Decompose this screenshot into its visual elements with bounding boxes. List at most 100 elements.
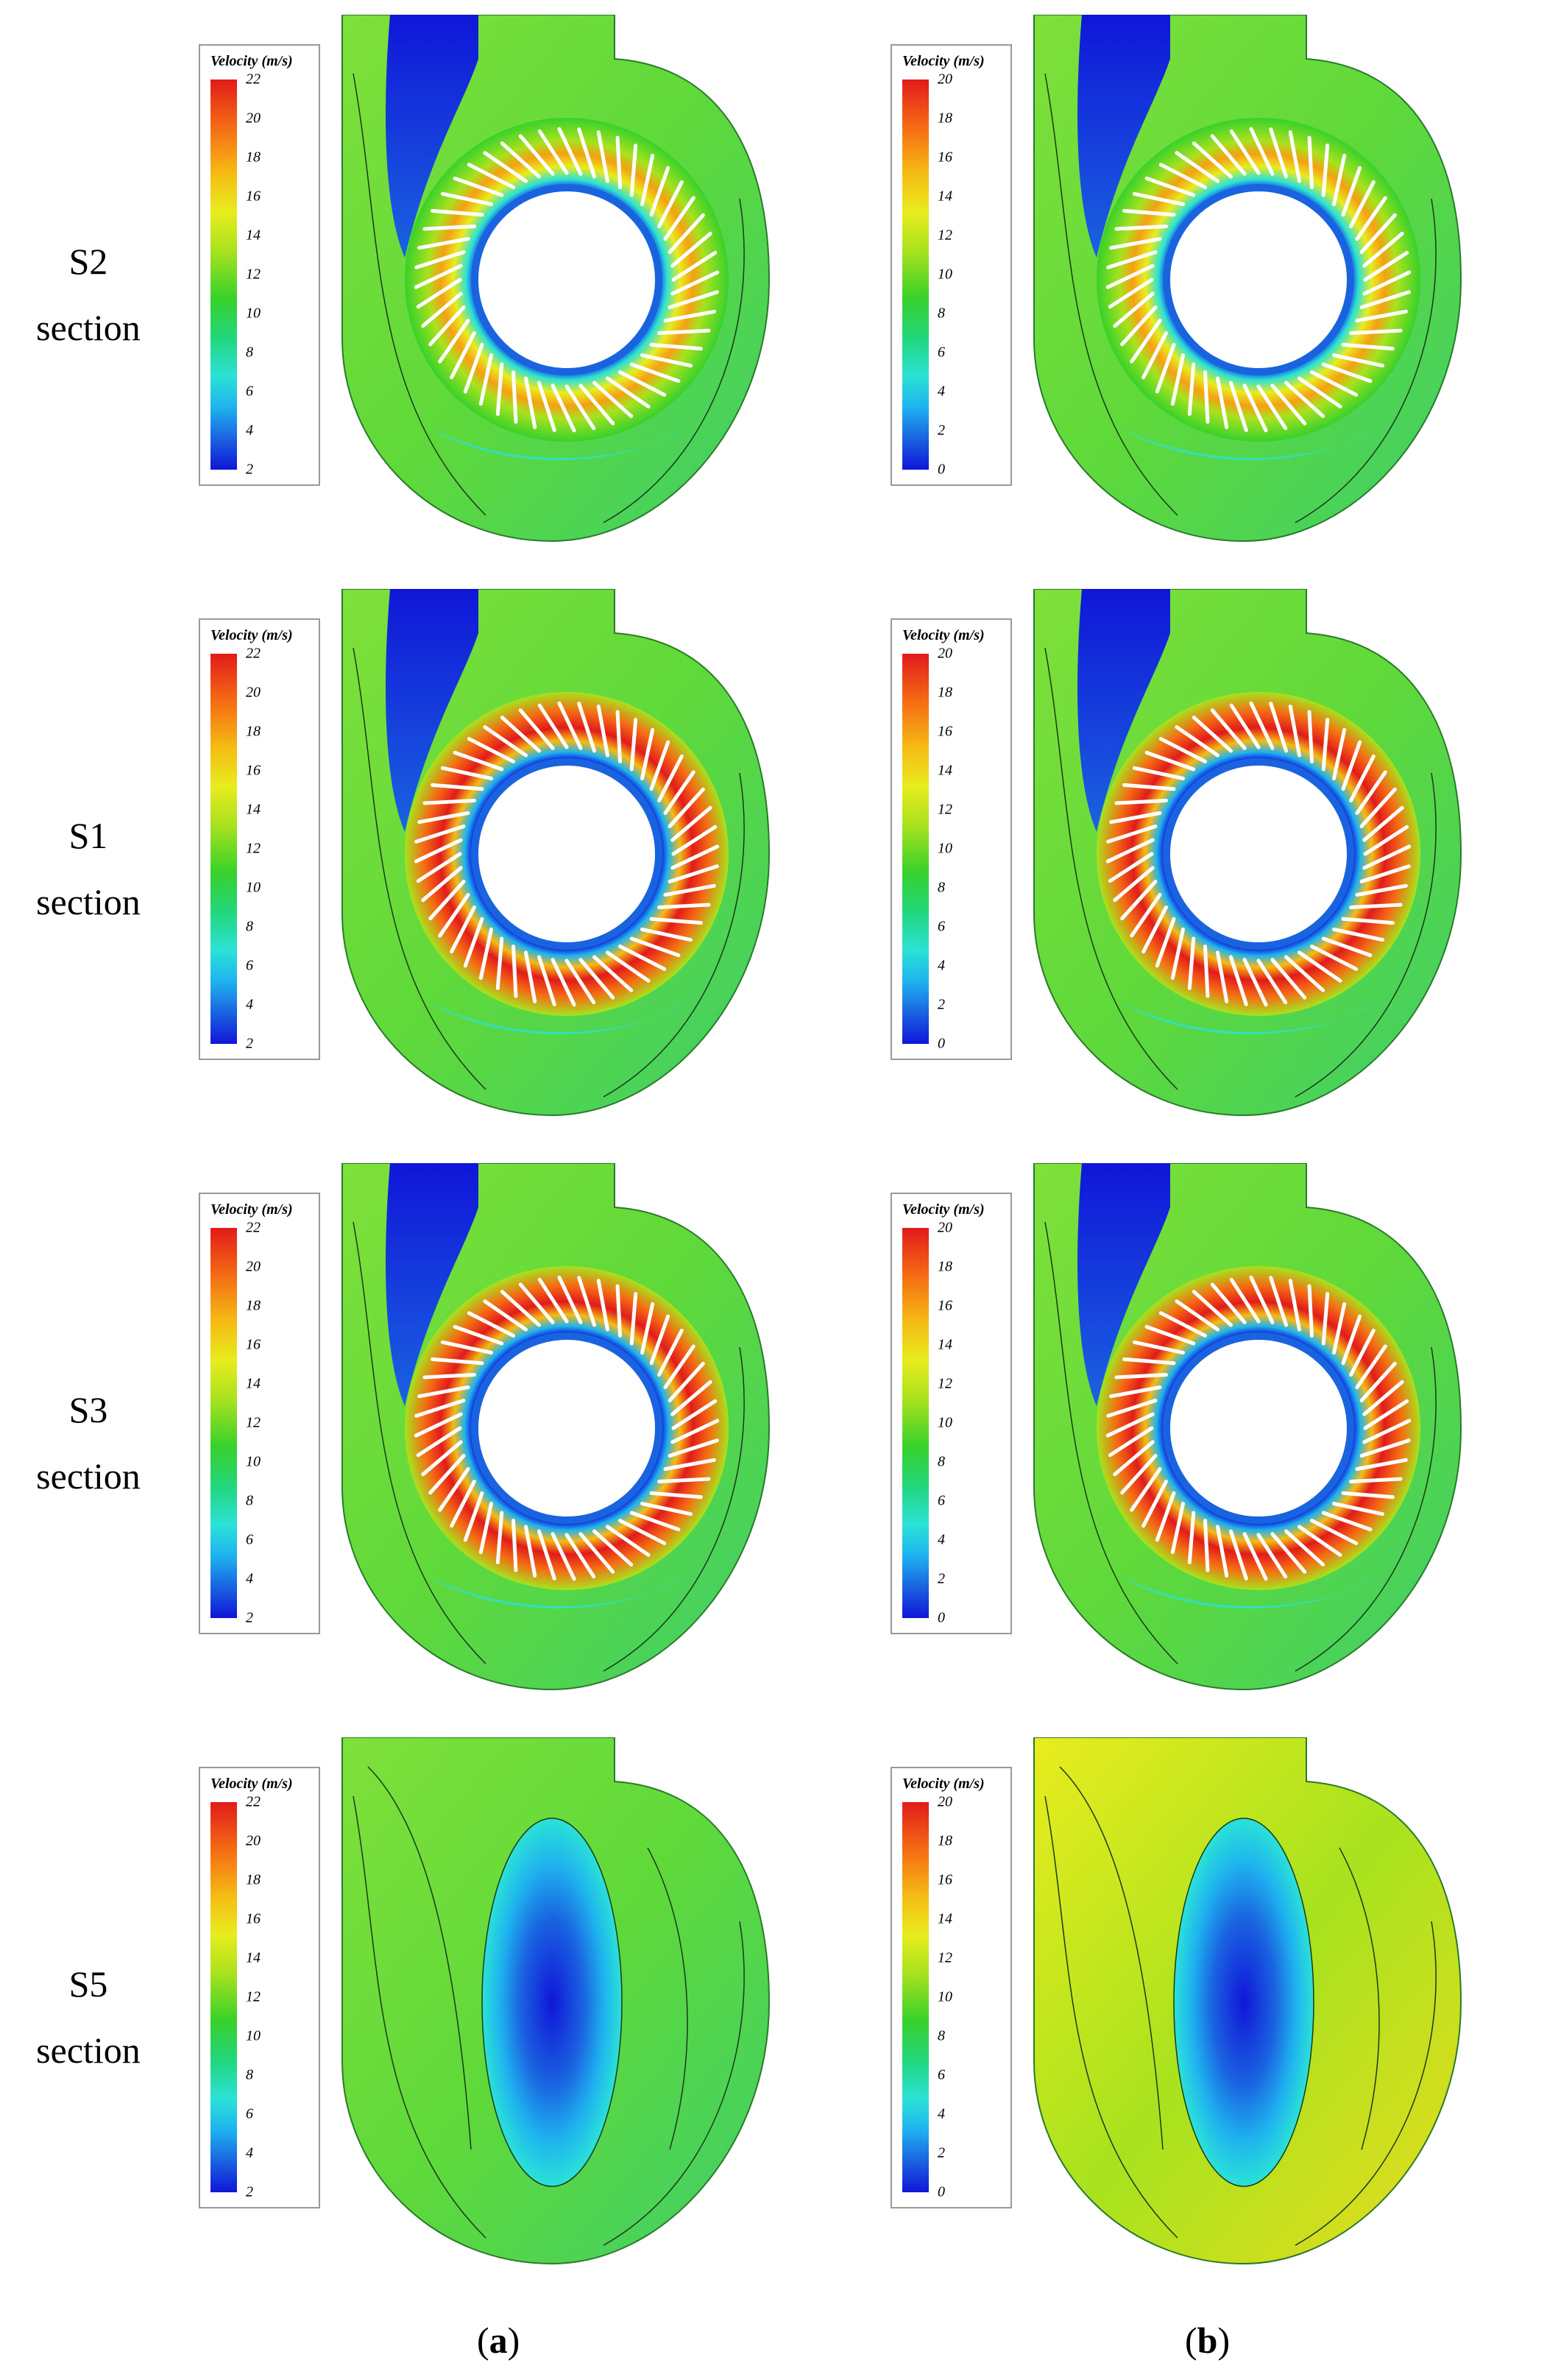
impeller-blade [649, 1314, 670, 1366]
legend-color-bar [210, 1802, 237, 2192]
impeller-blade [1144, 750, 1196, 771]
impeller-blade [557, 127, 583, 176]
velocity-contour-plot [341, 15, 771, 543]
impeller-blade [438, 318, 470, 364]
row-label-s1: S1 section [15, 802, 162, 935]
legend-tick-label: 10 [938, 1414, 952, 1431]
contour-line [1044, 1795, 1437, 2246]
contour-line [353, 1221, 745, 1672]
impeller-blade [663, 1344, 695, 1390]
impeller-blade [414, 1398, 466, 1418]
impeller-blade [1228, 1529, 1248, 1581]
impeller-blade [1349, 754, 1376, 802]
legend-tick-label: 14 [938, 1336, 952, 1353]
impeller-blade [1359, 1361, 1397, 1402]
impeller-blade [657, 1477, 711, 1483]
impeller-blade [605, 1525, 651, 1557]
legend-tick-label: 12 [938, 227, 952, 244]
impeller-blade [1170, 928, 1185, 981]
contour-panel: Velocity (m/s) 22 20 18 16 14 12 10 8 6 4 2 [199, 589, 773, 1119]
velocity-legend: Velocity (m/s) 22 20 18 16 14 12 10 8 6 4 2 [199, 618, 320, 1060]
legend-title: Velocity (m/s) [902, 1776, 985, 1792]
legend-tick-label: 20 [938, 1219, 952, 1236]
impeller-blade [416, 278, 462, 309]
legend-tick-label: 12 [246, 1414, 261, 1431]
impeller-blade [592, 381, 634, 418]
impeller-blade [577, 702, 597, 753]
impeller-blade [1355, 309, 1408, 322]
impeller-blade [640, 1302, 655, 1355]
legend-tick-label: 14 [938, 762, 952, 779]
velocity-legend: Velocity (m/s) 20 18 16 14 12 10 8 6 4 2 0 [891, 44, 1012, 486]
legend-tick-label: 14 [246, 801, 261, 818]
legend-tick-label: 8 [246, 1492, 253, 1509]
hub-hole [1163, 758, 1354, 950]
impeller-blade [596, 705, 609, 758]
inlet-low-velocity-zone [1077, 15, 1170, 258]
impeller-blade [537, 955, 556, 1006]
impeller-blade [1132, 766, 1185, 780]
impeller-blade [1158, 1311, 1207, 1338]
legend-tick-label: 16 [938, 1297, 952, 1314]
impeller-blade [1321, 1292, 1330, 1346]
legend-tick-label: 6 [938, 1492, 945, 1509]
legend-tick-label: 22 [246, 1793, 261, 1810]
impeller-blade [500, 141, 541, 179]
impeller-blade [564, 1533, 596, 1579]
impeller-blade [1332, 928, 1385, 942]
impeller-blade [1109, 811, 1162, 824]
impeller-blade [428, 306, 466, 347]
inlet-low-velocity-zone [386, 15, 478, 258]
legend-title: Velocity (m/s) [210, 1776, 293, 1792]
row-label-s5: S5 section [15, 1951, 162, 2083]
impeller-blade [467, 1311, 515, 1338]
row-label-section: section [36, 1455, 141, 1497]
legend-tick-label: 6 [246, 957, 253, 974]
legend-title: Velocity (m/s) [902, 53, 985, 69]
impeller-blade [453, 750, 504, 771]
impeller-blade [1355, 883, 1408, 897]
legend-tick-label: 8 [246, 2066, 253, 2083]
impeller-blade [463, 342, 484, 394]
impeller-blade [668, 290, 719, 310]
inlet-low-velocity-zone [386, 589, 478, 832]
impeller-blade [1288, 705, 1301, 758]
impeller-blade [417, 811, 470, 824]
legend-tick-label: 18 [938, 684, 952, 701]
impeller-blade [1362, 270, 1412, 296]
impeller-blade [431, 1357, 484, 1366]
impeller-blade [1120, 306, 1158, 347]
legend-tick-label: 12 [246, 266, 261, 283]
impeller-blade [1210, 708, 1247, 750]
legend-color-bar [210, 654, 237, 1044]
hub-hole [471, 1332, 662, 1524]
impeller-blade [428, 880, 466, 921]
impeller-blade [500, 1290, 541, 1327]
legend-tick-label: 2 [246, 1609, 253, 1626]
impeller-blade [1363, 250, 1409, 282]
legend-title: Velocity (m/s) [210, 53, 293, 69]
velocity-contour-plot [341, 1737, 771, 2265]
impeller-blade [564, 384, 596, 431]
impeller-blade [478, 353, 493, 406]
impeller-blade [615, 710, 622, 763]
impeller-blade [417, 237, 470, 250]
impeller-blade [1359, 213, 1397, 254]
legend-tick-label: 18 [246, 149, 261, 166]
impeller-blade [1362, 1419, 1412, 1444]
contour-band [1119, 427, 1376, 460]
legend-tick-label: 22 [246, 71, 261, 88]
impeller-blade [1108, 852, 1154, 883]
caption-a: (a) [477, 2320, 520, 2361]
impeller-blade [668, 1438, 719, 1458]
legend-color-bar [902, 654, 929, 1044]
impeller-blade [1362, 231, 1404, 268]
legend-tick-label: 8 [246, 918, 253, 935]
impeller-blade [524, 950, 537, 1003]
impeller-blade [1203, 370, 1210, 424]
row-label-section: section [36, 307, 141, 348]
legend-tick-label: 10 [246, 305, 261, 322]
impeller-blade [1321, 936, 1373, 958]
legend-tick-label: 10 [246, 2027, 261, 2044]
impeller-blade [605, 950, 651, 983]
